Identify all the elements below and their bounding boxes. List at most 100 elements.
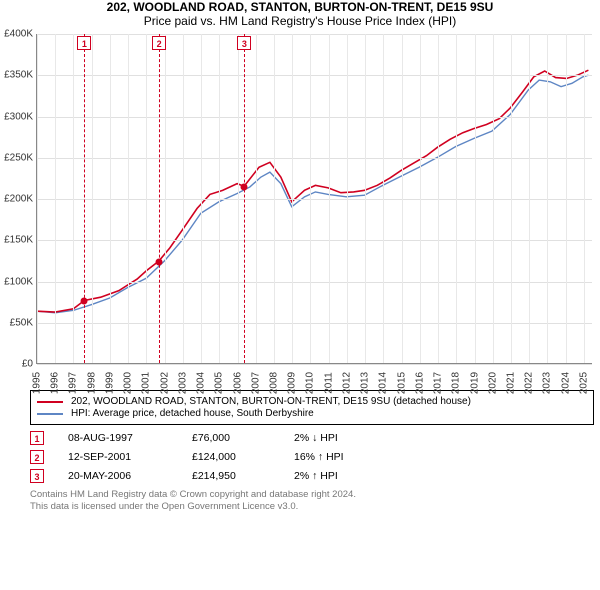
grid-line-h — [37, 75, 592, 76]
x-axis-label: 2020 — [487, 372, 498, 394]
event-hpi: 2% ↓ HPI — [294, 432, 338, 444]
event-hpi: 2% ↑ HPI — [294, 470, 338, 482]
event-date: 12-SEP-2001 — [68, 451, 168, 463]
grid-line-v — [475, 34, 476, 363]
grid-line-v — [584, 34, 585, 363]
event-hpi: 16% ↑ HPI — [294, 451, 344, 463]
x-axis-label: 1996 — [50, 372, 61, 394]
chart-plot-area: £0£50K£100K£150K£200K£250K£300K£350K£400… — [36, 34, 592, 364]
y-axis-label: £0 — [22, 359, 33, 370]
y-axis-label: £200K — [4, 194, 33, 205]
x-axis-label: 1998 — [86, 372, 97, 394]
footer-line: Contains HM Land Registry data © Crown c… — [30, 489, 594, 501]
footer-note: Contains HM Land Registry data © Crown c… — [30, 489, 594, 514]
grid-line-v — [183, 34, 184, 363]
grid-line-v — [383, 34, 384, 363]
x-axis-label: 1997 — [68, 372, 79, 394]
chart-title: 202, WOODLAND ROAD, STANTON, BURTON-ON-T… — [0, 0, 600, 14]
grid-line-h — [37, 158, 592, 159]
x-axis-label: 2017 — [433, 372, 444, 394]
x-axis-label: 2008 — [268, 372, 279, 394]
grid-line-h — [37, 34, 592, 35]
series-line — [37, 70, 588, 312]
footer-line: This data is licensed under the Open Gov… — [30, 501, 594, 513]
x-axis-label: 2000 — [123, 372, 134, 394]
x-axis-label: 2002 — [159, 372, 170, 394]
grid-line-v — [438, 34, 439, 363]
event-marker-line — [84, 34, 85, 363]
grid-line-h — [37, 323, 592, 324]
grid-line-h — [37, 117, 592, 118]
grid-line-h — [37, 364, 592, 365]
event-number-badge: 1 — [30, 431, 44, 445]
grid-line-v — [165, 34, 166, 363]
grid-line-v — [566, 34, 567, 363]
legend-swatch-icon — [37, 413, 63, 415]
legend-item: 202, WOODLAND ROAD, STANTON, BURTON-ON-T… — [37, 396, 587, 407]
grid-line-h — [37, 282, 592, 283]
x-axis-label: 2001 — [141, 372, 152, 394]
x-axis-label: 1995 — [32, 372, 43, 394]
event-marker-line — [244, 34, 245, 363]
grid-line-v — [92, 34, 93, 363]
x-axis-label: 2023 — [542, 372, 553, 394]
grid-line-v — [420, 34, 421, 363]
grid-line-v — [238, 34, 239, 363]
event-date: 08-AUG-1997 — [68, 432, 168, 444]
x-axis-label: 2012 — [341, 372, 352, 394]
x-axis-label: 2013 — [360, 372, 371, 394]
x-axis-label: 2004 — [196, 372, 207, 394]
legend-label: 202, WOODLAND ROAD, STANTON, BURTON-ON-T… — [71, 396, 471, 407]
x-axis-label: 2022 — [524, 372, 535, 394]
x-axis-label: 2021 — [505, 372, 516, 394]
events-list: 108-AUG-1997£76,0002% ↓ HPI212-SEP-2001£… — [30, 431, 594, 483]
grid-line-v — [55, 34, 56, 363]
y-axis-label: £100K — [4, 276, 33, 287]
grid-line-v — [456, 34, 457, 363]
grid-line-v — [274, 34, 275, 363]
x-axis-label: 2019 — [469, 372, 480, 394]
grid-line-v — [511, 34, 512, 363]
grid-line-v — [292, 34, 293, 363]
x-axis-label: 2005 — [214, 372, 225, 394]
y-axis-label: £250K — [4, 152, 33, 163]
event-marker-badge: 1 — [77, 36, 91, 50]
event-row: 320-MAY-2006£214,9502% ↑ HPI — [30, 469, 594, 483]
event-marker-badge: 3 — [237, 36, 251, 50]
y-axis-label: £400K — [4, 29, 33, 40]
grid-line-h — [37, 199, 592, 200]
legend-swatch-icon — [37, 401, 63, 403]
grid-line-v — [310, 34, 311, 363]
grid-line-v — [329, 34, 330, 363]
grid-line-v — [547, 34, 548, 363]
event-number-badge: 2 — [30, 450, 44, 464]
y-axis-label: £50K — [10, 317, 33, 328]
grid-line-v — [128, 34, 129, 363]
event-marker-line — [159, 34, 160, 363]
series-line — [37, 75, 588, 313]
grid-line-v — [347, 34, 348, 363]
legend-label: HPI: Average price, detached house, Sout… — [71, 408, 314, 419]
y-axis-label: £300K — [4, 111, 33, 122]
grid-line-v — [365, 34, 366, 363]
grid-line-v — [402, 34, 403, 363]
x-axis-label: 2014 — [378, 372, 389, 394]
grid-line-v — [146, 34, 147, 363]
grid-line-v — [493, 34, 494, 363]
event-marker-badge: 2 — [152, 36, 166, 50]
event-date: 20-MAY-2006 — [68, 470, 168, 482]
sale-point-icon — [81, 298, 88, 305]
grid-line-h — [37, 240, 592, 241]
x-axis-label: 2007 — [250, 372, 261, 394]
sale-point-icon — [156, 258, 163, 265]
x-axis-label: 2006 — [232, 372, 243, 394]
x-axis-label: 2016 — [414, 372, 425, 394]
grid-line-v — [73, 34, 74, 363]
x-axis-label: 2003 — [177, 372, 188, 394]
grid-line-v — [219, 34, 220, 363]
x-axis-label: 2025 — [578, 372, 589, 394]
y-axis-label: £350K — [4, 70, 33, 81]
x-axis-label: 2009 — [287, 372, 298, 394]
grid-line-v — [201, 34, 202, 363]
x-axis-label: 2024 — [560, 372, 571, 394]
